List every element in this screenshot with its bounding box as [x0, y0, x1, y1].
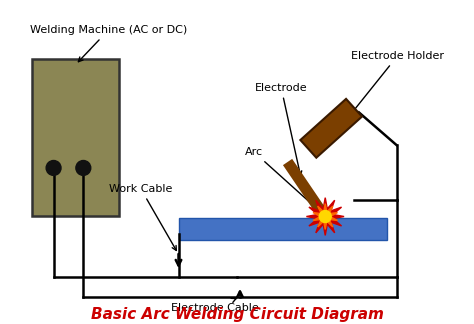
Bar — [179, 217, 387, 240]
Bar — [32, 59, 119, 215]
Text: Welding Machine (AC or DC): Welding Machine (AC or DC) — [30, 25, 187, 62]
Text: Electrode: Electrode — [255, 83, 308, 176]
Text: Basic Arc Welding Circuit Diagram: Basic Arc Welding Circuit Diagram — [91, 307, 383, 322]
Circle shape — [46, 160, 61, 175]
Polygon shape — [301, 99, 362, 158]
Polygon shape — [313, 204, 337, 229]
Circle shape — [319, 211, 331, 223]
Text: Arc: Arc — [245, 147, 318, 210]
Text: Electrode Cable: Electrode Cable — [171, 298, 259, 313]
Text: Work Cable: Work Cable — [109, 184, 176, 250]
Text: Electrode Holder: Electrode Holder — [351, 51, 444, 113]
Circle shape — [76, 160, 91, 175]
Polygon shape — [306, 198, 344, 235]
